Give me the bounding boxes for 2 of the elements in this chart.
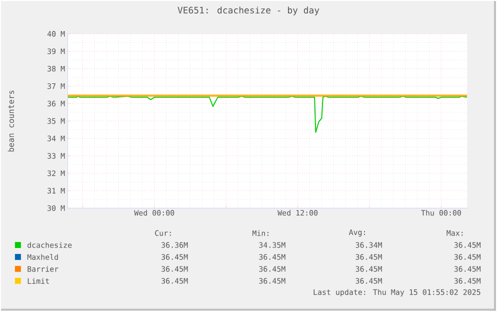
line-series bbox=[68, 96, 468, 133]
chart-title: VE651: dcachesize - by day bbox=[178, 6, 320, 16]
